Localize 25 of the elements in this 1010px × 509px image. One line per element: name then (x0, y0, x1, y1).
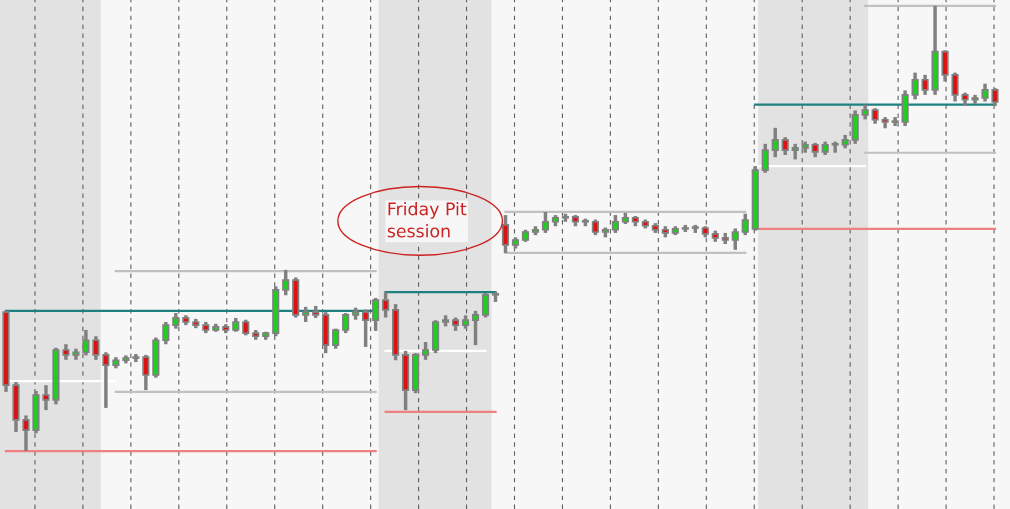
candlestick (951, 72, 959, 102)
candlestick (741, 213, 749, 237)
candlestick (362, 309, 370, 347)
candlestick (382, 292, 390, 318)
candlestick (82, 329, 90, 356)
candlestick (142, 353, 150, 392)
candlestick (731, 228, 739, 250)
candlestick (42, 385, 50, 411)
candlestick (342, 313, 350, 335)
candlestick (941, 50, 949, 82)
candlestick (102, 352, 110, 408)
candlestick (162, 321, 170, 345)
annotation: Friday Pit session (387, 201, 467, 238)
candlestick (911, 72, 919, 100)
candlestick (771, 127, 779, 158)
candlestick (481, 293, 490, 318)
candlestick (22, 415, 30, 453)
candlestick (921, 74, 929, 95)
candlestick (92, 336, 100, 360)
candlestick (372, 296, 380, 331)
candlestick (471, 310, 480, 347)
candlestick (761, 143, 769, 173)
candlestick (541, 211, 550, 233)
candlestick (282, 269, 290, 296)
candlestick (501, 215, 510, 253)
